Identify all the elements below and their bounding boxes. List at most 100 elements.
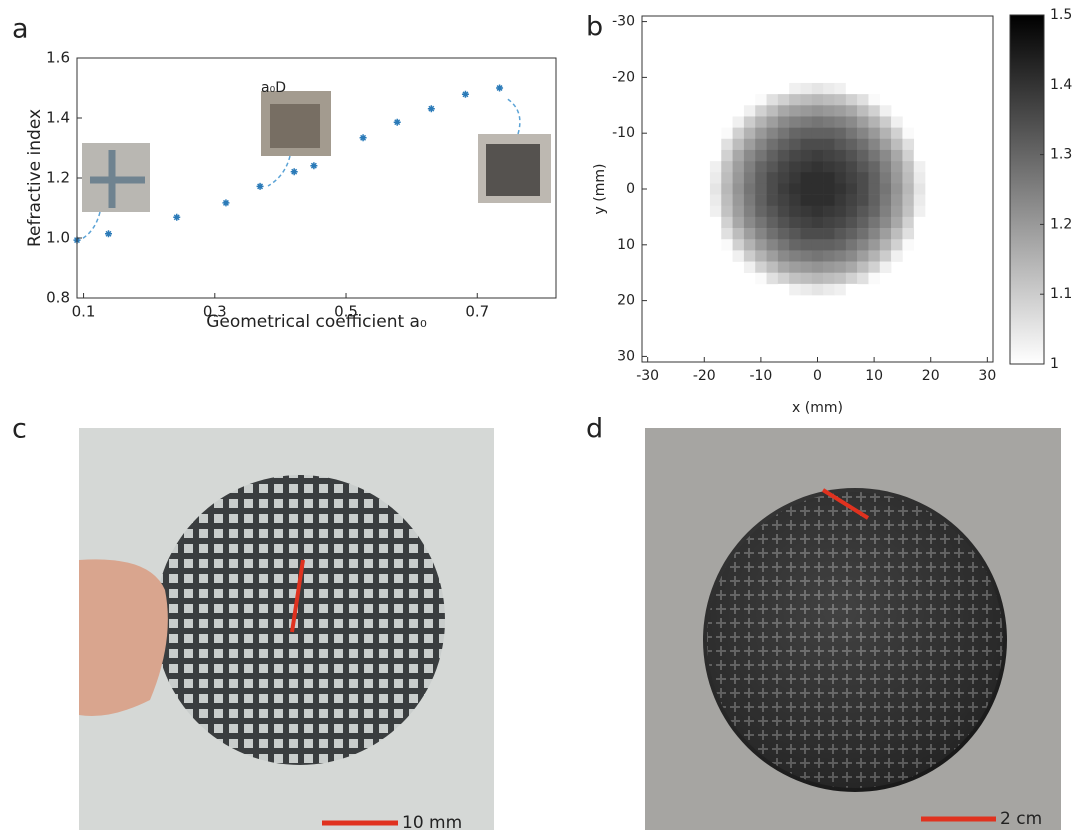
heat-cell: [732, 172, 745, 184]
y-tick-label: -10: [612, 125, 635, 141]
heat-cell: [823, 272, 835, 285]
heat-cell: [709, 216, 722, 229]
heat-cell: [902, 205, 915, 218]
heat-cell: [879, 172, 892, 184]
heat-cell: [811, 283, 824, 296]
heat-cell: [777, 105, 790, 117]
heat-cell: [789, 94, 801, 106]
heat-cell: [857, 216, 869, 229]
inset-arrow: [79, 97, 521, 241]
heat-cell: [845, 82, 858, 95]
heat-cell: [732, 228, 745, 240]
x-axis-label: x (mm): [792, 400, 843, 416]
heat-cell: [811, 194, 824, 207]
y-tick-label: 20: [617, 293, 635, 309]
heat-cell: [721, 194, 733, 207]
photo-d: 2 cm: [645, 428, 1061, 830]
heat-cell: [811, 116, 824, 128]
heat-cell: [789, 82, 801, 95]
heat-cell: [823, 183, 835, 195]
heat-cell: [811, 94, 824, 106]
heat-cell: [766, 116, 779, 128]
heat-cell: [834, 272, 847, 285]
colorbar-label: 1.2: [1050, 216, 1072, 232]
heat-cell: [879, 161, 892, 173]
heat-cell: [766, 194, 779, 207]
heat-cell: [777, 194, 790, 207]
heat-cell: [811, 183, 824, 195]
asterisk: [393, 118, 401, 126]
heat-cell: [755, 194, 767, 207]
heat-cell: [868, 172, 881, 184]
y-tick-label: 1.4: [46, 109, 70, 127]
point: [222, 199, 230, 207]
heat-cell: [766, 161, 779, 173]
heat-cell: [766, 239, 779, 251]
heat-cell: [868, 216, 881, 229]
asterisk: [359, 134, 367, 142]
heat-cell: [721, 183, 733, 195]
heat-cell: [777, 228, 790, 240]
heat-cell: [891, 183, 903, 195]
heat-cell: [800, 272, 813, 285]
x-tick-label: 0.3: [203, 303, 227, 321]
heat-cell: [891, 116, 903, 128]
heat-cell: [845, 127, 858, 140]
heat-cell: [743, 205, 756, 218]
heat-cell: [789, 149, 801, 162]
asterisk: [496, 84, 504, 92]
heat-cell: [732, 183, 745, 195]
heat-cell: [800, 82, 813, 95]
heat-cell: [789, 261, 801, 274]
heat-cell: [857, 250, 869, 262]
heat-cell: [743, 138, 756, 151]
heat-cell: [789, 127, 801, 140]
heat-cell: [732, 239, 745, 251]
x-tick-label: -10: [749, 368, 772, 384]
heat-cell: [800, 239, 813, 251]
point: [256, 182, 264, 190]
heat-cell: [789, 116, 801, 128]
heat-cell: [868, 94, 881, 106]
heat-cell: [823, 194, 835, 207]
heat-cell: [766, 138, 779, 151]
heat-cell: [777, 205, 790, 218]
heat-cell: [845, 183, 858, 195]
y-tick-label: -20: [612, 69, 635, 85]
heat-cell: [823, 250, 835, 262]
panel-label: a: [12, 14, 29, 45]
heat-cell: [913, 205, 926, 218]
heat-cell: [777, 82, 790, 95]
heat-cell: [834, 283, 847, 296]
heat-cell: [766, 272, 779, 285]
heat-cell: [834, 205, 847, 218]
point: [173, 213, 181, 221]
asterisk: [173, 213, 181, 221]
heat-cell: [732, 205, 745, 218]
heat-cell: [777, 138, 790, 151]
finger: [79, 559, 168, 716]
heat-cell: [811, 161, 824, 173]
heat-cell: [891, 216, 903, 229]
heat-cell: [800, 261, 813, 274]
heat-cell: [845, 149, 858, 162]
heat-cell: [789, 283, 801, 296]
heat-cell: [902, 149, 915, 162]
colorbar: [1009, 14, 1045, 365]
heat-cell: [902, 228, 915, 240]
heat-cell: [709, 183, 722, 195]
point: [290, 168, 298, 176]
heat-cell: [766, 183, 779, 195]
heat-cell: [789, 194, 801, 207]
heat-cell: [845, 228, 858, 240]
x-tick-label: 30: [978, 368, 996, 384]
heat-cell: [732, 116, 745, 128]
lattice-texture: [707, 492, 1003, 788]
y-tick-label: 0: [626, 181, 635, 197]
heat-cell: [743, 250, 756, 262]
heat-cell: [777, 261, 790, 274]
heat-cell: [800, 161, 813, 173]
heat-cell: [902, 183, 915, 195]
heat-cell: [755, 239, 767, 251]
colorbar-label: 1: [1050, 356, 1059, 372]
